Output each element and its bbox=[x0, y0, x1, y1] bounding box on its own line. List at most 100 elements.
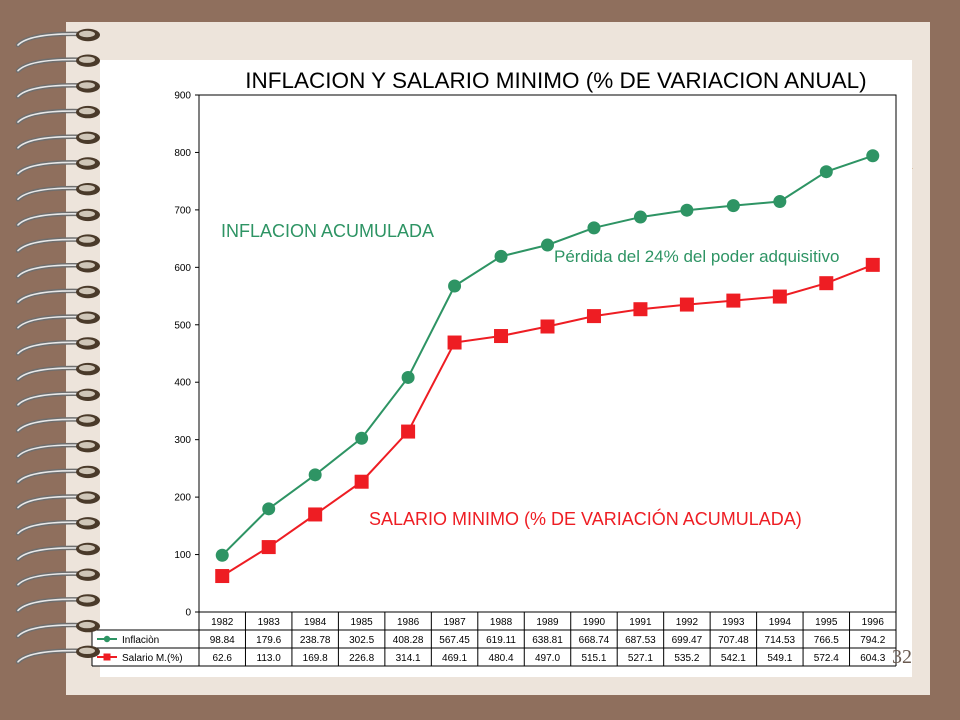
data-point-salary bbox=[540, 319, 555, 334]
spiral-ring bbox=[79, 185, 95, 192]
annotation-inflation: INFLACION ACUMULADA bbox=[221, 221, 434, 241]
data-point-salary bbox=[586, 309, 601, 324]
y-axis: 0 100 200 300 400 500 600 700 800 900 bbox=[174, 91, 199, 619]
legend-label: Salario M.(%) bbox=[122, 653, 183, 664]
data-label: 497.0 bbox=[535, 653, 560, 664]
x-tick-label: 1994 bbox=[769, 617, 792, 628]
data-label: 604.3 bbox=[860, 653, 885, 664]
x-tick-label: 1996 bbox=[862, 617, 885, 628]
data-point-salary bbox=[261, 540, 276, 555]
spiral-ring bbox=[79, 339, 95, 346]
legend-label: Inflaciòn bbox=[122, 635, 159, 646]
data-label: 238.78 bbox=[300, 635, 331, 646]
data-label: 113.0 bbox=[257, 653, 282, 664]
spiral-coil-highlight bbox=[17, 213, 81, 226]
data-point-salary bbox=[308, 507, 323, 522]
spiral-coil-highlight bbox=[17, 495, 81, 509]
data-point-salary bbox=[865, 257, 880, 272]
spiral-binding bbox=[15, 28, 100, 665]
spiral-coil-highlight bbox=[17, 444, 81, 457]
y-tick-label: 200 bbox=[174, 493, 191, 504]
data-label: 766.5 bbox=[814, 635, 839, 646]
data-point-inflation bbox=[262, 502, 276, 516]
spiral-coil-highlight bbox=[17, 521, 81, 535]
data-label: 527.1 bbox=[628, 653, 653, 664]
data-point-inflation bbox=[866, 149, 880, 163]
spiral-coil-highlight bbox=[17, 84, 81, 98]
spiral-ring bbox=[79, 647, 95, 654]
spiral-coil-highlight bbox=[17, 367, 81, 380]
x-tick-label: 1993 bbox=[722, 617, 745, 628]
x-tick-label: 1982 bbox=[211, 617, 234, 628]
data-point-inflation bbox=[448, 279, 462, 293]
data-label: 567.45 bbox=[439, 635, 470, 646]
y-tick-label: 0 bbox=[185, 608, 191, 619]
data-point-inflation bbox=[633, 210, 647, 224]
spiral-ring bbox=[79, 313, 95, 320]
data-label: 314.1 bbox=[396, 653, 421, 664]
x-tick-label: 1985 bbox=[351, 617, 374, 628]
data-label: 169.8 bbox=[303, 653, 328, 664]
spiral-ring bbox=[79, 210, 95, 218]
data-label: 98.84 bbox=[210, 635, 235, 646]
data-point-inflation bbox=[773, 195, 787, 209]
data-point-salary bbox=[401, 424, 416, 439]
data-point-inflation bbox=[726, 199, 740, 213]
data-point-salary bbox=[447, 335, 462, 350]
y-tick-label: 500 bbox=[174, 320, 191, 331]
spiral-ring bbox=[79, 236, 95, 243]
y-tick-label: 400 bbox=[174, 378, 191, 389]
data-label: 302.5 bbox=[349, 635, 374, 646]
spiral-ring bbox=[79, 467, 95, 475]
y-tick-label: 300 bbox=[174, 435, 191, 446]
data-table: 1982 1983 1984 1985 1986 1987 1988 1989 1990 1991… bbox=[91, 611, 897, 667]
spiral-coil-highlight bbox=[17, 110, 81, 123]
spiral-coil-highlight bbox=[17, 418, 81, 432]
y-tick-label: 700 bbox=[174, 205, 191, 216]
data-label: 714.53 bbox=[765, 635, 796, 646]
data-label: 794.2 bbox=[860, 635, 885, 646]
data-point-inflation bbox=[308, 468, 322, 482]
x-tick-label: 1995 bbox=[815, 617, 838, 628]
spiral-coil-highlight bbox=[17, 470, 81, 483]
data-label: 469.1 bbox=[442, 653, 467, 664]
x-tick-label: 1989 bbox=[536, 617, 559, 628]
spiral-coil-highlight bbox=[17, 598, 81, 612]
data-label: 699.47 bbox=[672, 635, 703, 646]
spiral-ring bbox=[79, 442, 95, 449]
data-point-inflation bbox=[494, 249, 508, 263]
data-label: 542.1 bbox=[721, 653, 746, 664]
spiral-ring bbox=[79, 30, 95, 38]
data-label: 668.74 bbox=[579, 635, 610, 646]
data-point-salary bbox=[726, 293, 741, 308]
data-label: 62.6 bbox=[212, 653, 232, 664]
data-label: 226.8 bbox=[349, 653, 374, 664]
spiral-ring bbox=[79, 364, 95, 372]
spiral-ring bbox=[79, 493, 95, 500]
spiral-ring bbox=[79, 621, 95, 629]
data-label: 535.2 bbox=[674, 653, 699, 664]
data-label: 549.1 bbox=[767, 653, 792, 664]
spiral-coil-highlight bbox=[17, 624, 81, 637]
spiral-coil-highlight bbox=[17, 572, 81, 586]
data-label: 638.81 bbox=[532, 635, 563, 646]
spiral-ring bbox=[79, 262, 95, 269]
data-point-salary bbox=[772, 289, 787, 304]
data-point-inflation bbox=[541, 238, 554, 252]
spiral-coil-highlight bbox=[17, 187, 81, 200]
legend-marker bbox=[103, 653, 111, 661]
spiral-ring bbox=[79, 416, 95, 423]
data-point-salary bbox=[354, 474, 369, 489]
x-tick-label: 1991 bbox=[629, 617, 652, 628]
plot-area bbox=[198, 94, 897, 613]
annotation-purchasing-power-loss: Pérdida del 24% del poder adquisitivo bbox=[554, 247, 839, 266]
spiral-ring bbox=[79, 82, 95, 89]
data-label: 572.4 bbox=[814, 653, 839, 664]
spiral-coil-highlight bbox=[17, 392, 81, 406]
data-label: 480.4 bbox=[489, 653, 514, 664]
data-label: 179.6 bbox=[256, 635, 281, 646]
spiral-ring bbox=[79, 56, 95, 63]
spiral-coil-highlight bbox=[17, 315, 81, 329]
spiral-coil-highlight bbox=[17, 264, 81, 278]
chart-title: INFLACION Y SALARIO MINIMO (% DE VARIACI… bbox=[245, 68, 866, 93]
